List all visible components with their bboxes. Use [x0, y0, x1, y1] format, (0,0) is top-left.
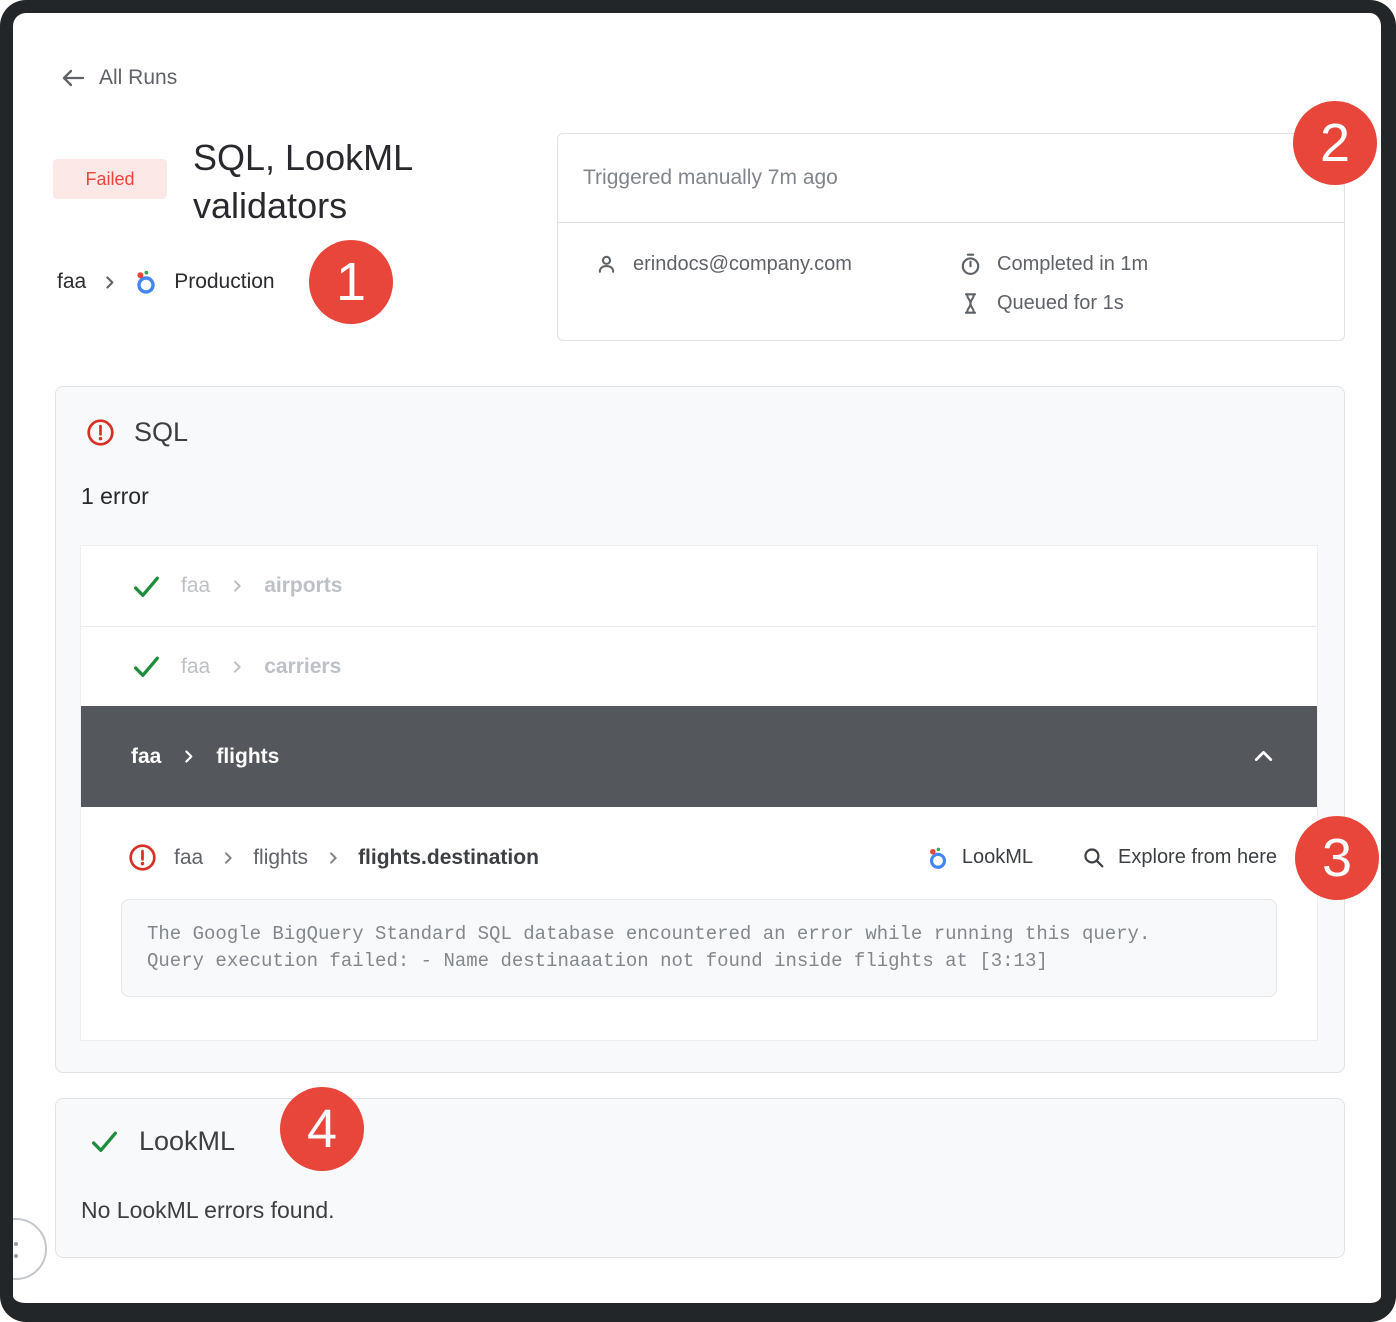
clipped-floating-button[interactable]: [0, 1218, 47, 1280]
breadcrumb-project: faa: [57, 270, 87, 293]
back-link-label: All Runs: [99, 66, 178, 89]
check-icon: [89, 1126, 120, 1157]
chevron-right-icon: [101, 274, 118, 291]
run-info-card: Triggered manually 7m ago erindocs@compa…: [557, 133, 1345, 341]
lookml-link[interactable]: LookML: [926, 845, 1033, 871]
dot: [14, 1254, 18, 1258]
annotation-badge-3: 3: [1295, 816, 1379, 900]
breadcrumb: faa Production: [57, 266, 275, 298]
looker-branch-icon: [133, 268, 159, 296]
person-icon: [594, 252, 619, 277]
error-message-line2: Query execution failed: - Name destinaaa…: [147, 950, 1048, 972]
sql-result-row-airports[interactable]: faa airports: [81, 546, 1317, 626]
error-icon: [86, 418, 115, 447]
annotation-badge-1: 1: [309, 240, 393, 324]
error-icon: [128, 843, 157, 872]
chevron-right-icon: [229, 578, 245, 594]
error-dimension-path: faa flights flights.destination: [128, 843, 539, 872]
detail-explore: flights: [253, 845, 309, 869]
timer-icon: [958, 252, 983, 277]
explore-link-label: Explore from here: [1118, 846, 1277, 868]
hourglass-icon: [958, 291, 983, 316]
back-arrow-icon: [60, 67, 86, 89]
collapse-row-button[interactable]: [1240, 706, 1287, 807]
annotation-badge-2: 2: [1293, 101, 1377, 185]
looker-icon: [926, 845, 950, 871]
explore-from-here-link[interactable]: Explore from here: [1081, 845, 1277, 870]
chevron-up-icon: [1250, 743, 1277, 770]
detail-project: faa: [174, 845, 204, 869]
run-user-email: erindocs@company.com: [633, 253, 852, 275]
trigger-info: Triggered manually 7m ago: [558, 134, 1344, 223]
lookml-result-message: No LookML errors found.: [81, 1197, 335, 1223]
sql-error-message: The Google BigQuery Standard SQL databas…: [121, 899, 1277, 997]
row-project: faa: [181, 574, 211, 597]
detail-dimension: flights.destination: [358, 845, 539, 869]
run-user: erindocs@company.com: [594, 252, 852, 277]
sql-results-list: faa airports faa carriers: [80, 545, 1318, 1041]
search-icon: [1081, 845, 1106, 870]
row-project: faa: [131, 744, 162, 768]
lookml-card-header: LookML: [89, 1126, 235, 1157]
row-explore: flights: [216, 744, 280, 768]
sql-section-title: SQL: [134, 417, 189, 447]
breadcrumb-branch[interactable]: Production: [174, 270, 275, 293]
sql-card-header: SQL: [86, 417, 188, 448]
chevron-right-icon: [325, 850, 341, 866]
sql-result-row-carriers[interactable]: faa carriers: [81, 626, 1317, 706]
lookml-section-title: LookML: [139, 1126, 236, 1156]
check-icon: [131, 571, 162, 602]
row-explore: airports: [264, 574, 343, 597]
run-duration-label: Completed in 1m: [997, 253, 1149, 275]
status-badge: Failed: [53, 159, 167, 199]
sql-error-count: 1 error: [81, 483, 149, 509]
chevron-right-icon: [229, 659, 245, 675]
error-actions: LookML Explore from here: [926, 845, 1277, 871]
chevron-right-icon: [180, 748, 197, 765]
lookml-validator-card: LookML No LookML errors found.: [55, 1098, 1345, 1258]
run-meta: erindocs@company.com Completed in 1m: [558, 223, 1344, 340]
sql-validator-card: SQL 1 error faa airports: [55, 386, 1345, 1073]
row-project: faa: [181, 654, 211, 678]
back-to-all-runs[interactable]: All Runs: [60, 66, 177, 90]
row-explore: carriers: [264, 654, 342, 678]
error-detail-row: faa flights flights.destination: [121, 843, 1277, 872]
error-message-line1: The Google BigQuery Standard SQL databas…: [147, 923, 1151, 945]
page-title: SQL, LookML validators: [193, 137, 412, 226]
lookml-link-label: LookML: [961, 846, 1034, 868]
run-queue-label: Queued for 1s: [997, 292, 1124, 314]
sql-result-row-flights-expanded[interactable]: faa flights: [81, 706, 1317, 807]
annotation-badge-4: 4: [280, 1087, 364, 1171]
dot: [14, 1242, 18, 1246]
check-icon: [131, 651, 162, 682]
run-duration: Completed in 1m: [958, 252, 1148, 277]
sql-error-expanded-panel: faa flights flights.destination: [81, 807, 1317, 1040]
chevron-right-icon: [220, 850, 236, 866]
run-queue-time: Queued for 1s: [958, 291, 1124, 316]
